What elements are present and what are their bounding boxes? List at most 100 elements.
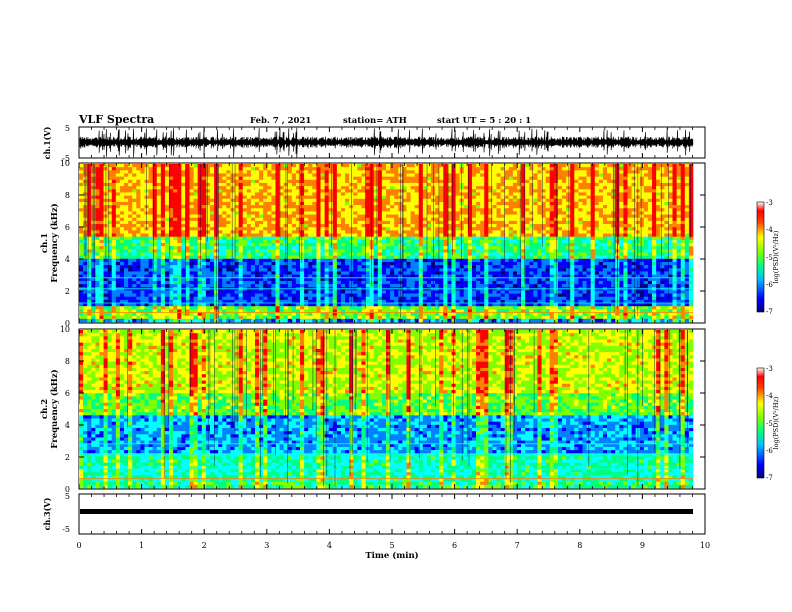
ch1-spectrogram-cell (222, 164, 227, 168)
ch1-spectrogram-cell (340, 186, 346, 190)
ch1-spectrogram-cell (426, 236, 432, 241)
ch1-spectrogram-cell (406, 211, 411, 215)
ch1-spectrogram-cell (381, 315, 387, 320)
ch1-spectrogram-cell (287, 268, 293, 272)
ch1-spectrogram-cell (193, 243, 198, 247)
ch1-spectrogram-cell (238, 195, 244, 200)
ch1-spectrogram-cell (140, 274, 145, 279)
ch1-spectrogram-cell (377, 312, 383, 316)
ch1-spectrogram-cell (369, 303, 375, 307)
ch1-spectrogram-cell (414, 179, 420, 184)
ch1-spectrogram-cell (119, 306, 125, 310)
ch1-spectrogram-cell (357, 274, 362, 279)
ch1-spectrogram-cell (140, 217, 145, 222)
ch1-spectrogram-cell (414, 252, 420, 256)
ch1-spectrogram-cell (169, 277, 174, 282)
ch1-spectrogram-cell (263, 233, 268, 237)
ch1-spectrogram-cell (91, 303, 96, 307)
ch1-spectrogram-cell (103, 315, 108, 320)
ch1-spectrogram-cell (152, 243, 158, 247)
ch1-spectrogram-cell (295, 243, 301, 247)
ch1-spectrogram-cell (107, 224, 113, 228)
ch1-spectrogram-cell (148, 167, 153, 171)
ch1-spectrogram-cell (373, 186, 379, 190)
ch1-spectrogram-cell (160, 284, 166, 288)
ch1-spectrogram-cell (119, 268, 125, 272)
ch1-spectrogram-cell (308, 261, 313, 266)
ch1-spectrogram-cell (467, 315, 473, 320)
ch1-spectrogram-cell (480, 315, 485, 320)
ch1-spectrogram-cell (328, 201, 334, 206)
ch1-spectrogram-cell (250, 217, 256, 222)
ch1-spectrogram-cell (95, 312, 100, 316)
ch1-spectrogram-cell (164, 318, 170, 323)
ch1-spectrogram-cell (238, 179, 244, 184)
ch1-spectrogram-cell (222, 198, 227, 203)
ch1-spectrogram-cell (295, 261, 301, 266)
ch1-spectrogram-cell (263, 290, 268, 294)
ch1-spectrogram-cell (410, 182, 415, 187)
ch1-spectrogram-cell (156, 182, 162, 187)
ch1-spectrogram-cell (320, 236, 325, 241)
ch1-spectrogram-cell (279, 211, 284, 215)
ch1-spectrogram-cell (267, 167, 272, 171)
ch1-spectrogram-cell (99, 243, 104, 247)
ch1-waveform-panel: 5 -5 ch.1(V) (42, 124, 706, 163)
ch1-spectrogram-cell (390, 170, 395, 174)
ch1-spectrogram-cell (291, 224, 297, 228)
ch1-spectrogram-cell (295, 182, 301, 187)
ch1-spectrogram-cell (439, 233, 444, 237)
ch1-spectrogram-cell (185, 201, 190, 206)
ch1-spectrogram-cell (83, 261, 88, 266)
ch1-spectrogram-cell (480, 243, 485, 247)
ch1-spectrogram-cell (128, 220, 133, 225)
ch1-spectrogram-cell (156, 239, 162, 244)
ch1-spectrogram-cell (340, 167, 346, 171)
ch1-spectrogram-cell (124, 309, 129, 313)
ch1-spectrogram-cell (332, 198, 338, 203)
ch1-spectrogram-cell (79, 182, 84, 187)
ch1-spectrogram-cell (140, 167, 145, 171)
ch1-spectrogram-cell (402, 312, 407, 316)
ch1-spectrogram-cell (91, 299, 96, 304)
ch1-spectrogram-cell (148, 220, 153, 225)
ch1-spectrogram-cell (414, 230, 420, 234)
ch1-spectrogram-cell (406, 261, 411, 266)
ch1-spectrogram-cell (226, 208, 231, 212)
ch1-spectrogram-cell (99, 249, 104, 253)
ch1-spectrogram-cell (222, 217, 227, 222)
ch1-spectrogram-cell (410, 208, 415, 212)
ch1-spectrogram-cell (275, 173, 280, 177)
ch1-spectrogram-cell (463, 201, 469, 206)
ch1-spectrogram-cell (246, 315, 252, 320)
ch1-spectrogram-cell (324, 214, 329, 219)
ch1-spectrogram-cell (304, 170, 309, 174)
ch1-spectrogram-cell (365, 211, 370, 215)
ch1-spectrogram-cell (87, 239, 92, 244)
ch1-spectrogram-cell (345, 243, 350, 247)
ch1-spectrogram-cell (91, 179, 96, 184)
ch1-spectrogram-cell (324, 255, 329, 260)
ch1-spectrogram-cell (390, 236, 395, 241)
ch1-spectrogram-cell (304, 252, 309, 256)
ch1-spectrogram-cell (201, 293, 207, 298)
ch1-spectrogram-cell (435, 309, 440, 313)
ch1-spectrogram-cell (287, 309, 293, 313)
ch1-spectrogram-cell (164, 306, 170, 310)
ch1-spectrogram-cell (390, 176, 395, 181)
ch1-spectrogram-cell (177, 186, 182, 190)
ch1-spectrogram-cell (99, 217, 104, 222)
ch1-spectrogram-cell (164, 176, 170, 181)
ch1-spectrogram-cell (463, 195, 469, 200)
ch1-spectrogram-cell (287, 265, 293, 269)
ch1-spectrogram-cell (83, 186, 88, 190)
ch1-spectrogram-cell (455, 290, 460, 294)
ch1-spectrogram-cell (173, 211, 178, 215)
ch1-spectrogram-cell (275, 312, 280, 316)
ch1-spectrogram-cell (218, 299, 223, 304)
ch1-spectrogram-cell (177, 249, 182, 253)
ch1-spectrogram-cell (418, 303, 424, 307)
ch1-spectrogram-cell (250, 312, 256, 316)
ch1-ytick-bottom: -5 (62, 154, 70, 163)
